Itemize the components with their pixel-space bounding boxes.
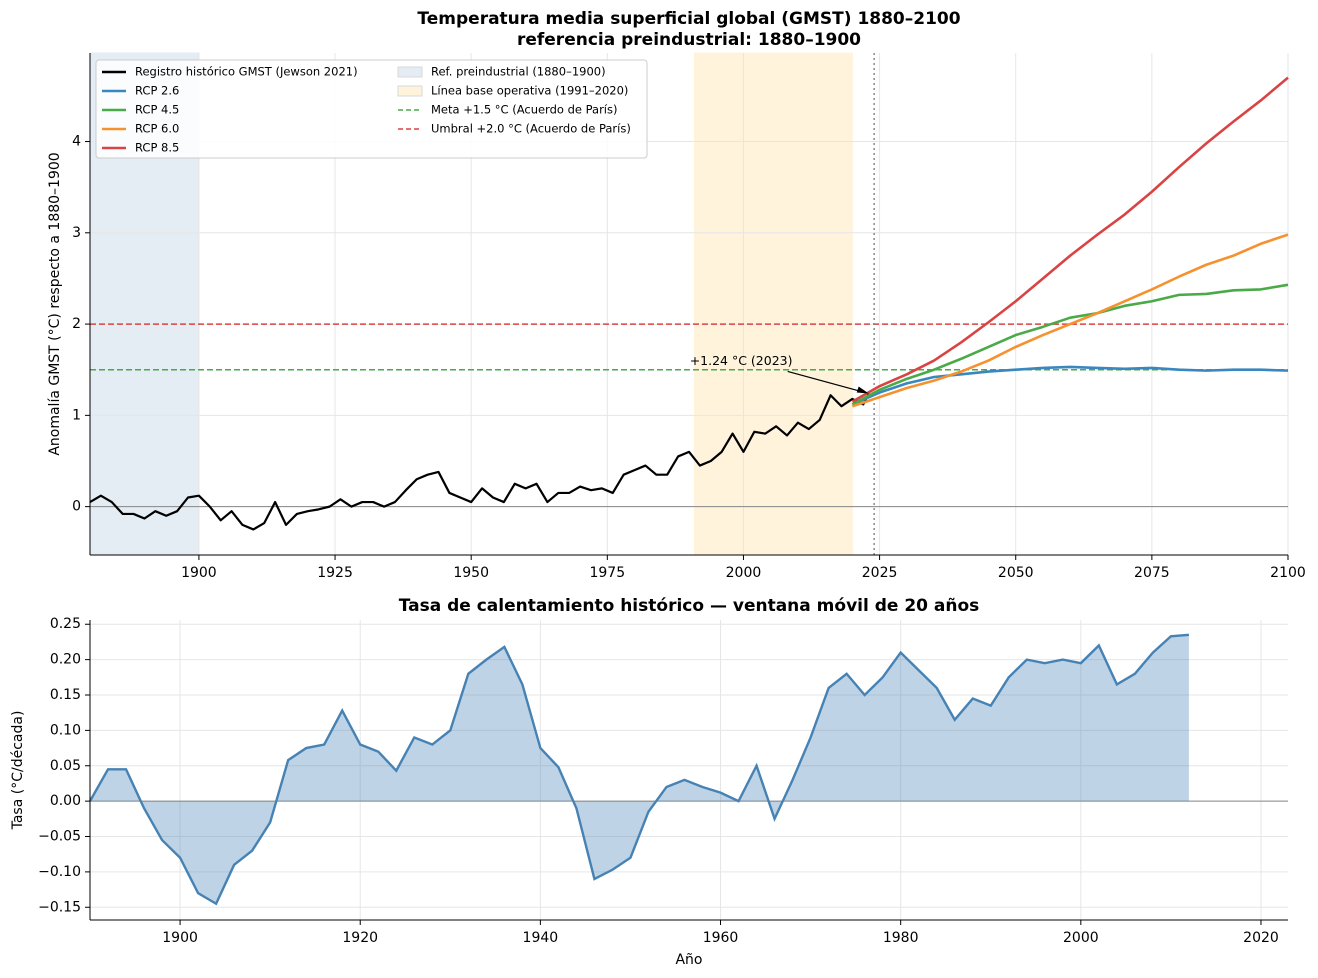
- x-tick-label: 2000: [726, 565, 762, 581]
- y-tick-label: 3: [72, 225, 81, 241]
- x-tick-label: 2020: [1243, 930, 1279, 946]
- data-line: [851, 76, 1289, 403]
- chart-subtitle: referencia preindustrial: 1880–1900: [517, 30, 861, 50]
- y-tick-label: −0.10: [38, 864, 81, 880]
- x-tick-label: 1960: [703, 930, 739, 946]
- data-line: [89, 392, 870, 531]
- legend-label: Registro histórico GMST (Jewson 2021): [135, 65, 358, 79]
- data-line: [851, 233, 1289, 408]
- legend-label: RCP 8.5: [135, 141, 179, 155]
- y-tick-label: 0.10: [50, 722, 81, 738]
- legend-label: Línea base operativa (1991–2020): [431, 84, 628, 98]
- legend-label: Ref. preindustrial (1880–1900): [431, 65, 606, 79]
- y-tick-label: 0: [72, 499, 81, 515]
- annotation-arrowhead: [856, 386, 869, 394]
- y-tick-label: 0.15: [50, 687, 81, 703]
- y-axis-label: Tasa (°C/década): [10, 711, 26, 831]
- data-line: [851, 283, 1289, 406]
- legend-swatch: [397, 85, 423, 97]
- legend-label: Umbral +2.0 °C (Acuerdo de París): [431, 122, 631, 136]
- y-tick-label: 4: [72, 134, 81, 150]
- x-axis-label: Año: [675, 952, 702, 968]
- data-area: [90, 634, 1189, 904]
- data-line: [88, 633, 1190, 906]
- y-axis-label: Anomalía GMST (°C) respecto a 1880–1900: [47, 152, 63, 455]
- data-line: [851, 365, 1289, 406]
- legend-swatch: [397, 66, 423, 78]
- x-tick-label: 1980: [883, 930, 919, 946]
- y-tick-label: 0.05: [50, 758, 81, 774]
- x-tick-label: 2025: [862, 565, 898, 581]
- legend-label: Meta +1.5 °C (Acuerdo de París): [431, 103, 617, 117]
- chart-title: Tasa de calentamiento histórico — ventan…: [399, 596, 980, 616]
- x-tick-label: 1900: [162, 930, 198, 946]
- x-tick-label: 2100: [1270, 565, 1306, 581]
- y-tick-label: −0.05: [38, 829, 81, 845]
- y-tick-label: 0.00: [50, 793, 81, 809]
- x-tick-label: 1940: [523, 930, 559, 946]
- y-tick-label: 1: [72, 407, 81, 423]
- x-tick-label: 2075: [1134, 565, 1170, 581]
- x-tick-label: 1975: [589, 565, 625, 581]
- x-tick-label: 1920: [342, 930, 378, 946]
- shaded-span: [693, 52, 853, 556]
- x-tick-label: 1925: [317, 565, 353, 581]
- x-tick-label: 2000: [1063, 930, 1099, 946]
- legend-box: [95, 59, 648, 159]
- annotation-arrow: [787, 370, 865, 394]
- y-tick-label: 0.25: [50, 616, 81, 632]
- chart-title: Temperatura media superficial global (GM…: [417, 9, 960, 29]
- legend-label: RCP 2.6: [135, 84, 179, 98]
- legend-label: RCP 4.5: [135, 103, 179, 117]
- x-tick-label: 1950: [453, 565, 489, 581]
- y-tick-label: −0.15: [38, 899, 81, 915]
- annotation: +1.24 °C (2023): [690, 353, 793, 368]
- x-tick-label: 2050: [998, 565, 1034, 581]
- x-tick-label: 1900: [181, 565, 217, 581]
- legend-label: RCP 6.0: [135, 122, 179, 136]
- y-tick-label: 2: [72, 316, 81, 332]
- y-tick-label: 0.20: [50, 652, 81, 668]
